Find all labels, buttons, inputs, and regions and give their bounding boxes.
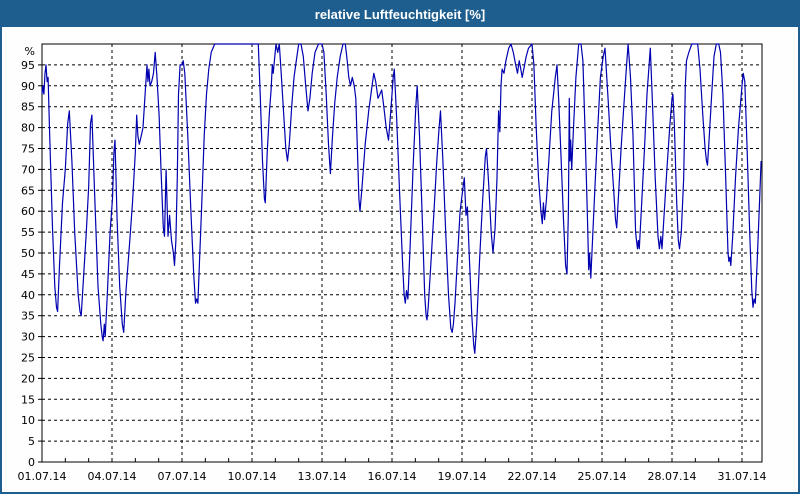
y-tick-label: 25 [21,352,35,365]
x-tick-label: 16.07.14 [368,470,417,483]
y-tick-label: 45 [21,268,35,281]
x-tick-label: 13.07.14 [298,470,347,483]
plot-border [41,43,763,463]
window-title: relative Luftfeuchtigkeit [%] [314,7,486,22]
y-tick-label: 30 [21,331,35,344]
x-tick-label: 28.07.14 [648,470,697,483]
y-tick-label: 10 [21,414,35,427]
y-tick-label: 0 [28,456,35,469]
y-tick-label: 20 [21,372,35,385]
y-tick-label: 70 [21,163,35,176]
y-tick-label: 35 [21,310,35,323]
x-tick-label: 04.07.14 [88,470,137,483]
x-tick-label: 07.07.14 [158,470,207,483]
y-tick-label: 55 [21,226,35,239]
x-tick-label: 10.07.14 [228,470,277,483]
y-tick-label: 75 [21,143,35,156]
y-axis-unit-label: % [25,45,35,58]
y-tick-label: 50 [21,247,35,260]
x-tick-label: 31.07.14 [718,470,767,483]
y-tick-label: 40 [21,289,35,302]
y-tick-label: 15 [21,393,35,406]
y-tick-label: 80 [21,122,35,135]
y-tick-label: 85 [21,101,35,114]
x-tick-label: 19.07.14 [438,470,487,483]
y-tick-label: 5 [28,435,35,448]
y-tick-label: 95 [21,59,35,72]
y-tick-label: 60 [21,205,35,218]
window-titlebar: relative Luftfeuchtigkeit [%] [2,2,798,27]
y-tick-label: 65 [21,184,35,197]
humidity-line [41,43,762,354]
y-tick-label: 90 [21,80,35,93]
x-tick-label: 25.07.14 [578,470,627,483]
x-tick-label: 22.07.14 [508,470,557,483]
x-tick-label: 01.07.14 [18,470,67,483]
